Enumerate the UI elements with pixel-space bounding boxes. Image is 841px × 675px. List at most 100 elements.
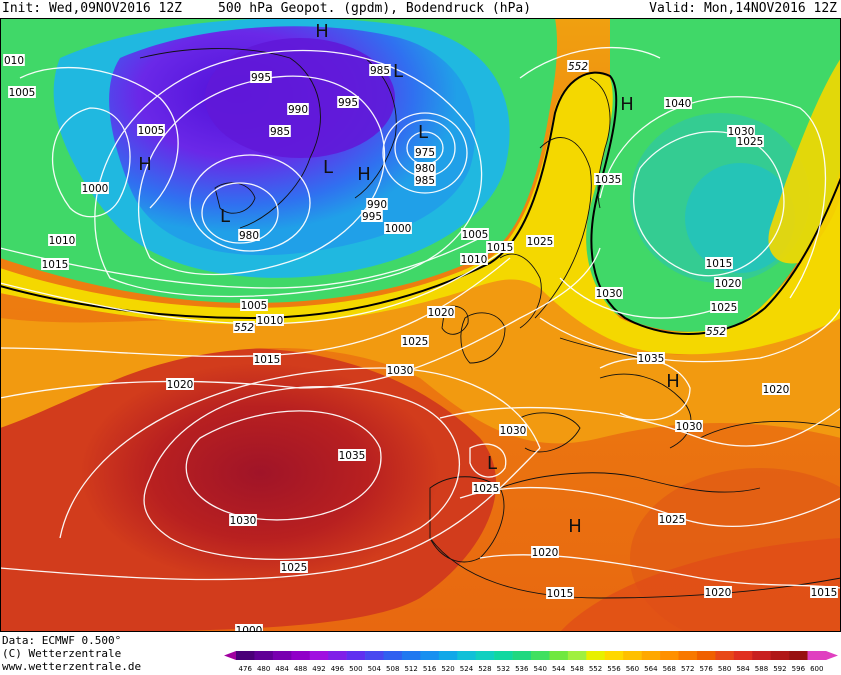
colorbar-tick-label: 536 (515, 665, 529, 673)
colorbar-tick-label: 504 (368, 665, 382, 673)
colorbar-tick-label: 564 (644, 665, 658, 673)
field-red-southeast (560, 538, 841, 632)
isobar-label: 1015 (705, 257, 733, 270)
svg-text:1000: 1000 (82, 183, 109, 195)
colorbar-tick-label: 508 (386, 665, 399, 673)
isobar-label: 1015 (486, 241, 514, 254)
isobar-label: 1020 (166, 378, 194, 391)
height-contour-label: 552 (705, 325, 727, 338)
svg-text:552: 552 (234, 322, 254, 334)
colorbar-tick-label: 516 (423, 665, 437, 673)
website-link[interactable]: www.wetterzentrale.de (2, 660, 142, 673)
isobar-label: 1015 (546, 587, 574, 600)
high-pressure-marker: H (666, 371, 680, 392)
valid-time-label: Valid: Mon,14NOV2016 12Z (649, 1, 837, 16)
isobar-label: 1030 (499, 424, 527, 437)
isobar-label: 1040 (664, 97, 692, 110)
isobar-label: 1005 (461, 228, 489, 241)
svg-text:1010: 1010 (257, 315, 284, 327)
colorbar-tick-label: 576 (699, 665, 713, 673)
isobar-label: 975 (414, 146, 436, 159)
svg-text:1025: 1025 (737, 136, 764, 148)
map-title: 500 hPa Geopot. (gpdm), Bodendruck (hPa) (218, 1, 532, 16)
colorbar-tick-label: 488 (294, 665, 307, 673)
svg-text:980: 980 (415, 163, 435, 175)
colorbar-cell (733, 651, 753, 660)
copyright-label: (C) Wetterzentrale (2, 647, 122, 660)
isobar-label: 1035 (637, 352, 665, 365)
svg-text:1015: 1015 (547, 588, 574, 600)
svg-text:990: 990 (288, 104, 308, 116)
isobar-label: 010 (3, 54, 25, 67)
svg-text:010: 010 (4, 55, 24, 67)
isobar-label: 990 (366, 198, 388, 211)
field-teal-east-core (685, 163, 795, 273)
colorbar-cell (660, 651, 679, 660)
data-source-label: Data: ECMWF 0.500° (2, 634, 122, 647)
svg-text:1025: 1025 (711, 302, 738, 314)
height-contour-label: 552 (233, 321, 255, 334)
colorbar-cell (457, 651, 476, 660)
svg-text:1025: 1025 (473, 483, 500, 495)
isobar-label: 1025 (658, 513, 686, 526)
colorbar-tick-label: 528 (478, 665, 491, 673)
isobar-label: 985 (269, 125, 291, 138)
isobar-label: 1035 (594, 173, 622, 186)
isobar-label: 1005 (137, 124, 165, 137)
colorbar-cell (272, 651, 292, 660)
colorbar-tick-label: 544 (552, 665, 566, 673)
colorbar-tick-label: 596 (792, 665, 806, 673)
weather-map: 0101005100510001010101599599098599598597… (0, 18, 841, 632)
isobar-label: 1030 (386, 364, 414, 377)
colorbar-tick-label: 572 (681, 665, 694, 673)
svg-text:995: 995 (251, 72, 271, 84)
colorbar-tick-label: 568 (663, 665, 676, 673)
svg-text:1000: 1000 (385, 223, 412, 235)
svg-text:985: 985 (415, 175, 435, 187)
isobar-label: 1000 (235, 624, 263, 632)
colorbar-tick-label: 552 (589, 665, 602, 673)
colorbar-cell (531, 651, 550, 660)
isobar-label: 980 (414, 162, 436, 175)
colorbar-cell (346, 651, 366, 660)
svg-text:1000: 1000 (236, 625, 263, 632)
isobar-label: 1030 (675, 420, 703, 433)
colorbar-cell (678, 651, 698, 660)
pressure-system-markers: H L L H L L H H H L H (138, 21, 680, 537)
isobar-label: 1025 (710, 301, 738, 314)
svg-text:1015: 1015 (42, 259, 69, 271)
colorbar-cell (365, 651, 384, 660)
colorbar-cell (623, 651, 642, 660)
svg-text:1030: 1030 (500, 425, 527, 437)
colorbar-tick-label: 524 (460, 665, 474, 673)
svg-text:1010: 1010 (49, 235, 76, 247)
isobar-label: 995 (250, 71, 272, 84)
colorbar-tick-label: 492 (312, 665, 325, 673)
svg-text:1035: 1035 (595, 174, 622, 186)
colorbar-tick-label: 484 (275, 665, 289, 673)
colorbar-cell (420, 651, 440, 660)
svg-text:1025: 1025 (402, 336, 429, 348)
colorbar-cell (309, 651, 329, 660)
colorbar-tick-label: 496 (331, 665, 345, 673)
colorbar-cell (586, 651, 606, 660)
coastlines (139, 48, 841, 599)
isobar-label: 1000 (81, 182, 109, 195)
colorbar-tick-label: 600 (810, 665, 823, 673)
svg-text:1035: 1035 (638, 353, 665, 365)
svg-text:1040: 1040 (665, 98, 692, 110)
svg-text:995: 995 (338, 97, 358, 109)
isobar-label: 995 (361, 210, 383, 223)
svg-text:1025: 1025 (527, 236, 554, 248)
svg-text:1020: 1020 (763, 384, 790, 396)
svg-text:1020: 1020 (532, 547, 559, 559)
isobar-label: 1015 (41, 258, 69, 271)
colorbar-cell (383, 651, 403, 660)
svg-text:1005: 1005 (9, 87, 36, 99)
svg-text:1030: 1030 (596, 288, 623, 300)
svg-text:1015: 1015 (811, 587, 838, 599)
low-pressure-marker: L (393, 61, 403, 82)
colorbar-cell (254, 651, 274, 660)
colorbar-arrow-high (826, 651, 838, 660)
svg-text:985: 985 (370, 65, 390, 77)
